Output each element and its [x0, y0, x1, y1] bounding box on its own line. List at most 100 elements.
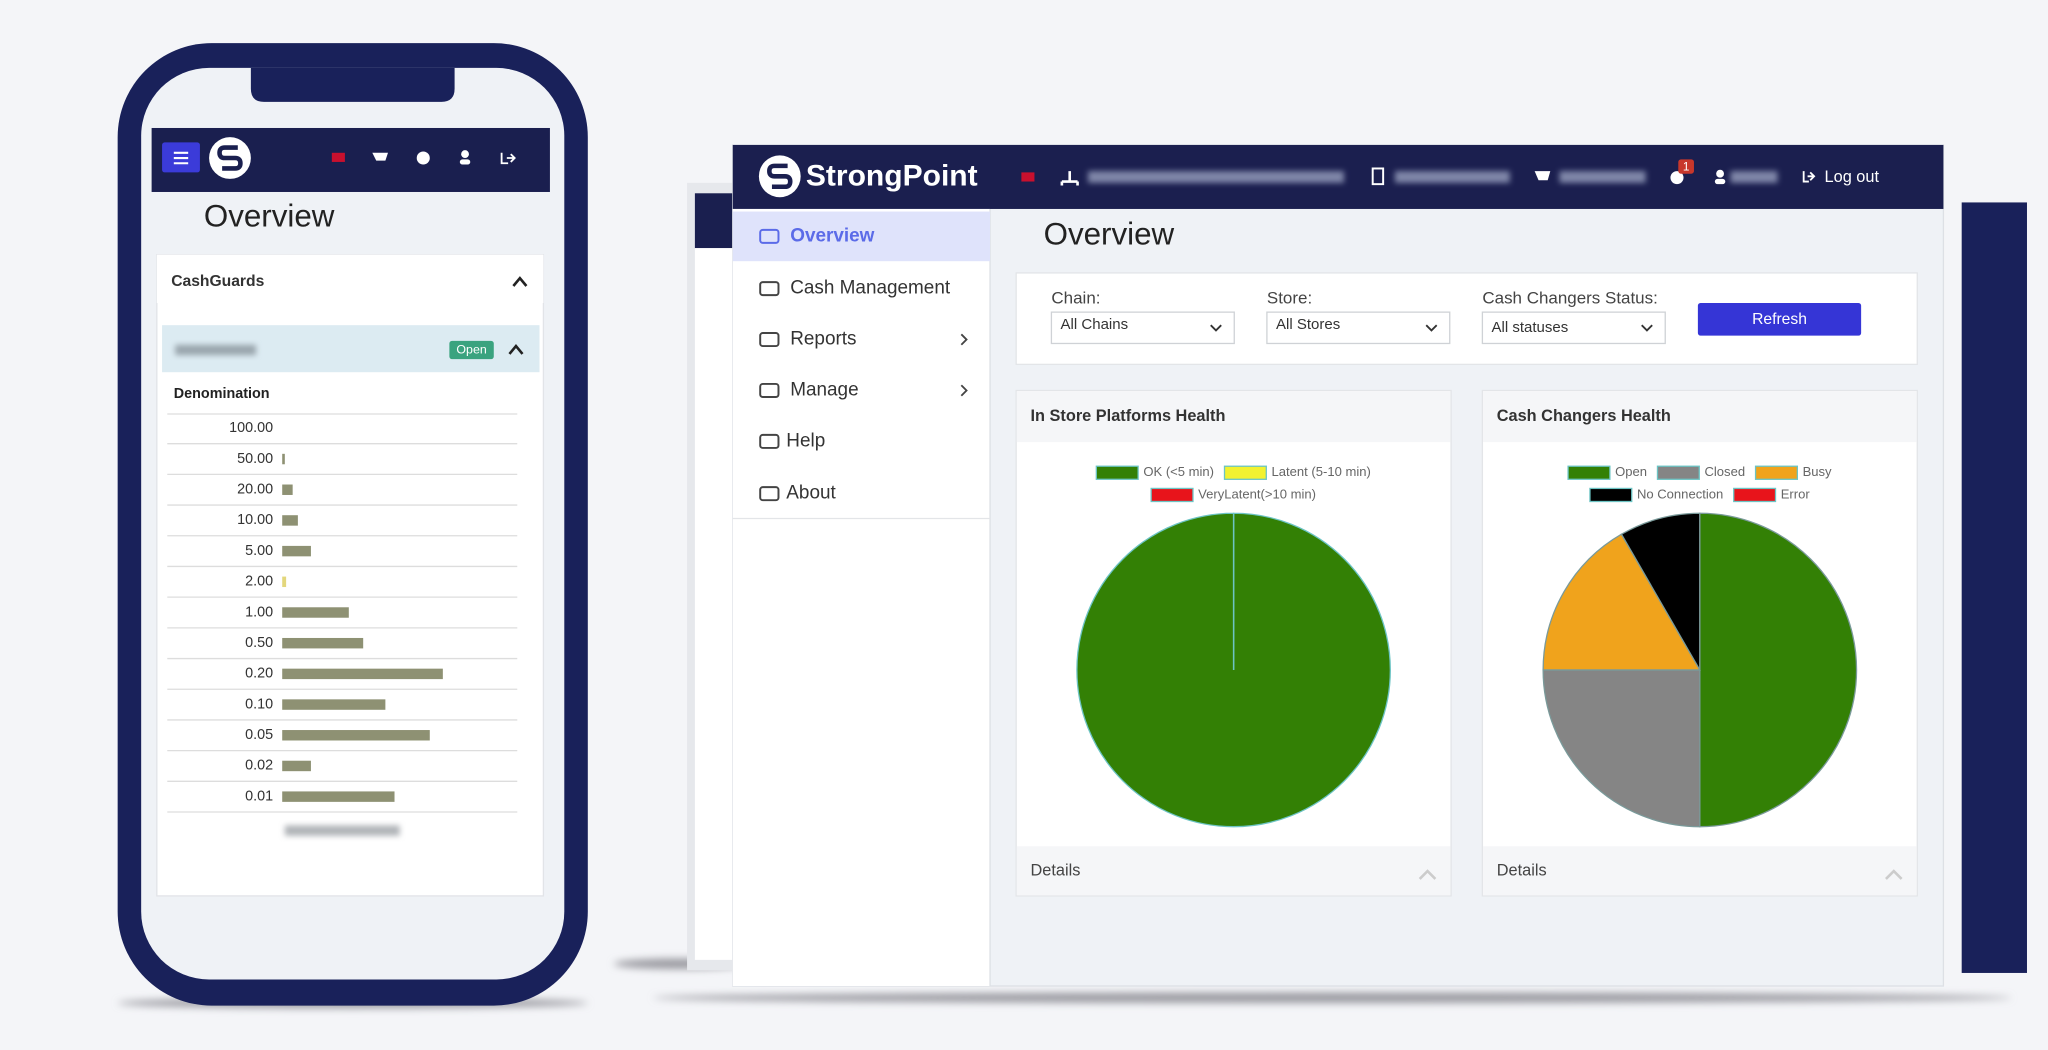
menu-item[interactable]: About [786, 483, 836, 504]
flag-icon[interactable] [1021, 172, 1035, 182]
chart-title: Cash Changers Health [1497, 407, 1671, 425]
chart-card-footer [1016, 846, 1451, 896]
legend-swatch [1567, 465, 1611, 480]
denomination-label: 50.00 [237, 451, 273, 467]
denomination-label: 0.20 [245, 666, 273, 682]
chart-card-footer [1483, 846, 1917, 896]
select-chevron [1641, 324, 1653, 332]
flag-icon[interactable] [331, 152, 345, 162]
user-icon-body [1714, 178, 1726, 185]
logout-icon[interactable] [500, 152, 516, 165]
denomination-label: 1.00 [245, 604, 273, 620]
menu-item[interactable]: Overview [790, 225, 874, 246]
legend-label: VeryLatent(>10 min) [1198, 486, 1316, 501]
back-window-sidebar [694, 248, 735, 960]
legend-label: OK (<5 min) [1143, 464, 1214, 479]
bar [282, 791, 395, 802]
store-icon[interactable] [1371, 167, 1385, 186]
bar [282, 699, 386, 710]
legend-swatch [1733, 487, 1777, 503]
filter-select[interactable] [1050, 311, 1235, 345]
check-icon[interactable] [416, 151, 430, 165]
phone-card-header [156, 254, 544, 303]
blurred-select-store [1559, 171, 1646, 183]
menu-item[interactable]: Manage [790, 379, 858, 400]
user-icon[interactable] [461, 150, 469, 159]
submenu-chevron [960, 333, 968, 346]
legend-label: Open [1615, 464, 1647, 479]
denomination-label: 20.00 [237, 482, 273, 498]
submenu-chevron [960, 384, 968, 397]
legend-swatch [1150, 487, 1194, 503]
bar [282, 545, 311, 557]
right-panel [1961, 202, 2027, 973]
filter-label: Store: [1267, 289, 1312, 308]
denomination-label: 0.05 [245, 727, 273, 743]
blurred-device-name [175, 344, 257, 356]
status-badge [449, 340, 494, 360]
blurred-store [1394, 171, 1510, 183]
pie-slice [1542, 533, 1701, 671]
bar [282, 484, 293, 495]
details-toggle[interactable]: Details [1031, 861, 1081, 879]
menu-icon [173, 151, 189, 165]
legend-label: Latent (5-10 min) [1272, 464, 1371, 479]
notification-count: 1 [1683, 160, 1690, 173]
user-icon[interactable] [1716, 169, 1724, 178]
column-header: Denomination [174, 386, 270, 402]
denomination-label: 0.02 [245, 758, 273, 774]
menu-icon [759, 382, 780, 398]
logout-link[interactable]: Log out [1825, 168, 1880, 186]
details-chevron [1418, 869, 1437, 880]
brand-name: StrongPoint [806, 160, 978, 193]
menu-item[interactable]: Help [786, 430, 825, 451]
filter-select[interactable] [1266, 311, 1451, 345]
menu-active [732, 211, 991, 262]
pie-slice [1542, 669, 1701, 828]
filter-label: Chain: [1051, 289, 1100, 308]
select-chevron [1425, 324, 1438, 332]
chart-title: In Store Platforms Health [1031, 407, 1226, 425]
bar [282, 453, 285, 465]
menu-item[interactable]: Reports [790, 329, 856, 350]
menu-item[interactable]: Cash Management [790, 278, 951, 299]
cart-icon[interactable] [372, 152, 388, 161]
sidebar [732, 208, 991, 987]
filter-value: All Stores [1276, 316, 1340, 333]
phone-notch [250, 67, 455, 102]
bar [282, 576, 287, 588]
denomination-label: 2.00 [245, 574, 273, 590]
brand-logo-mark [767, 163, 793, 190]
legend-swatch [1589, 487, 1633, 503]
user-icon-body [459, 159, 471, 165]
notification-badge [1678, 159, 1694, 174]
select-chevron [1210, 324, 1222, 332]
page-title: Overview [1044, 217, 1175, 252]
org-icon[interactable] [1060, 171, 1079, 186]
denomination-label: 0.01 [245, 788, 273, 804]
details-chevron [1885, 869, 1903, 880]
refresh-button[interactable] [1697, 302, 1862, 336]
window-shadow [653, 992, 2012, 1003]
device-chevron[interactable] [508, 344, 524, 355]
chart-card-header [1483, 391, 1917, 443]
denomination-label: 5.00 [245, 543, 273, 559]
collapse-chevron[interactable] [512, 276, 528, 287]
pie-slice [1699, 512, 1858, 828]
bar [282, 668, 443, 680]
logout-icon [1802, 171, 1816, 183]
filter-select[interactable] [1481, 311, 1666, 345]
bar [282, 515, 298, 526]
menu-icon [759, 433, 780, 449]
refresh-button-text: Refresh [1752, 311, 1807, 328]
blurred-organisation [1087, 171, 1344, 183]
bar [282, 637, 364, 649]
details-toggle[interactable]: Details [1497, 861, 1547, 879]
menu-icon [759, 332, 780, 348]
legend-swatch [1223, 465, 1267, 480]
notification-icon[interactable] [1670, 171, 1684, 185]
cart-icon[interactable] [1534, 171, 1551, 181]
menu-icon [759, 486, 780, 502]
